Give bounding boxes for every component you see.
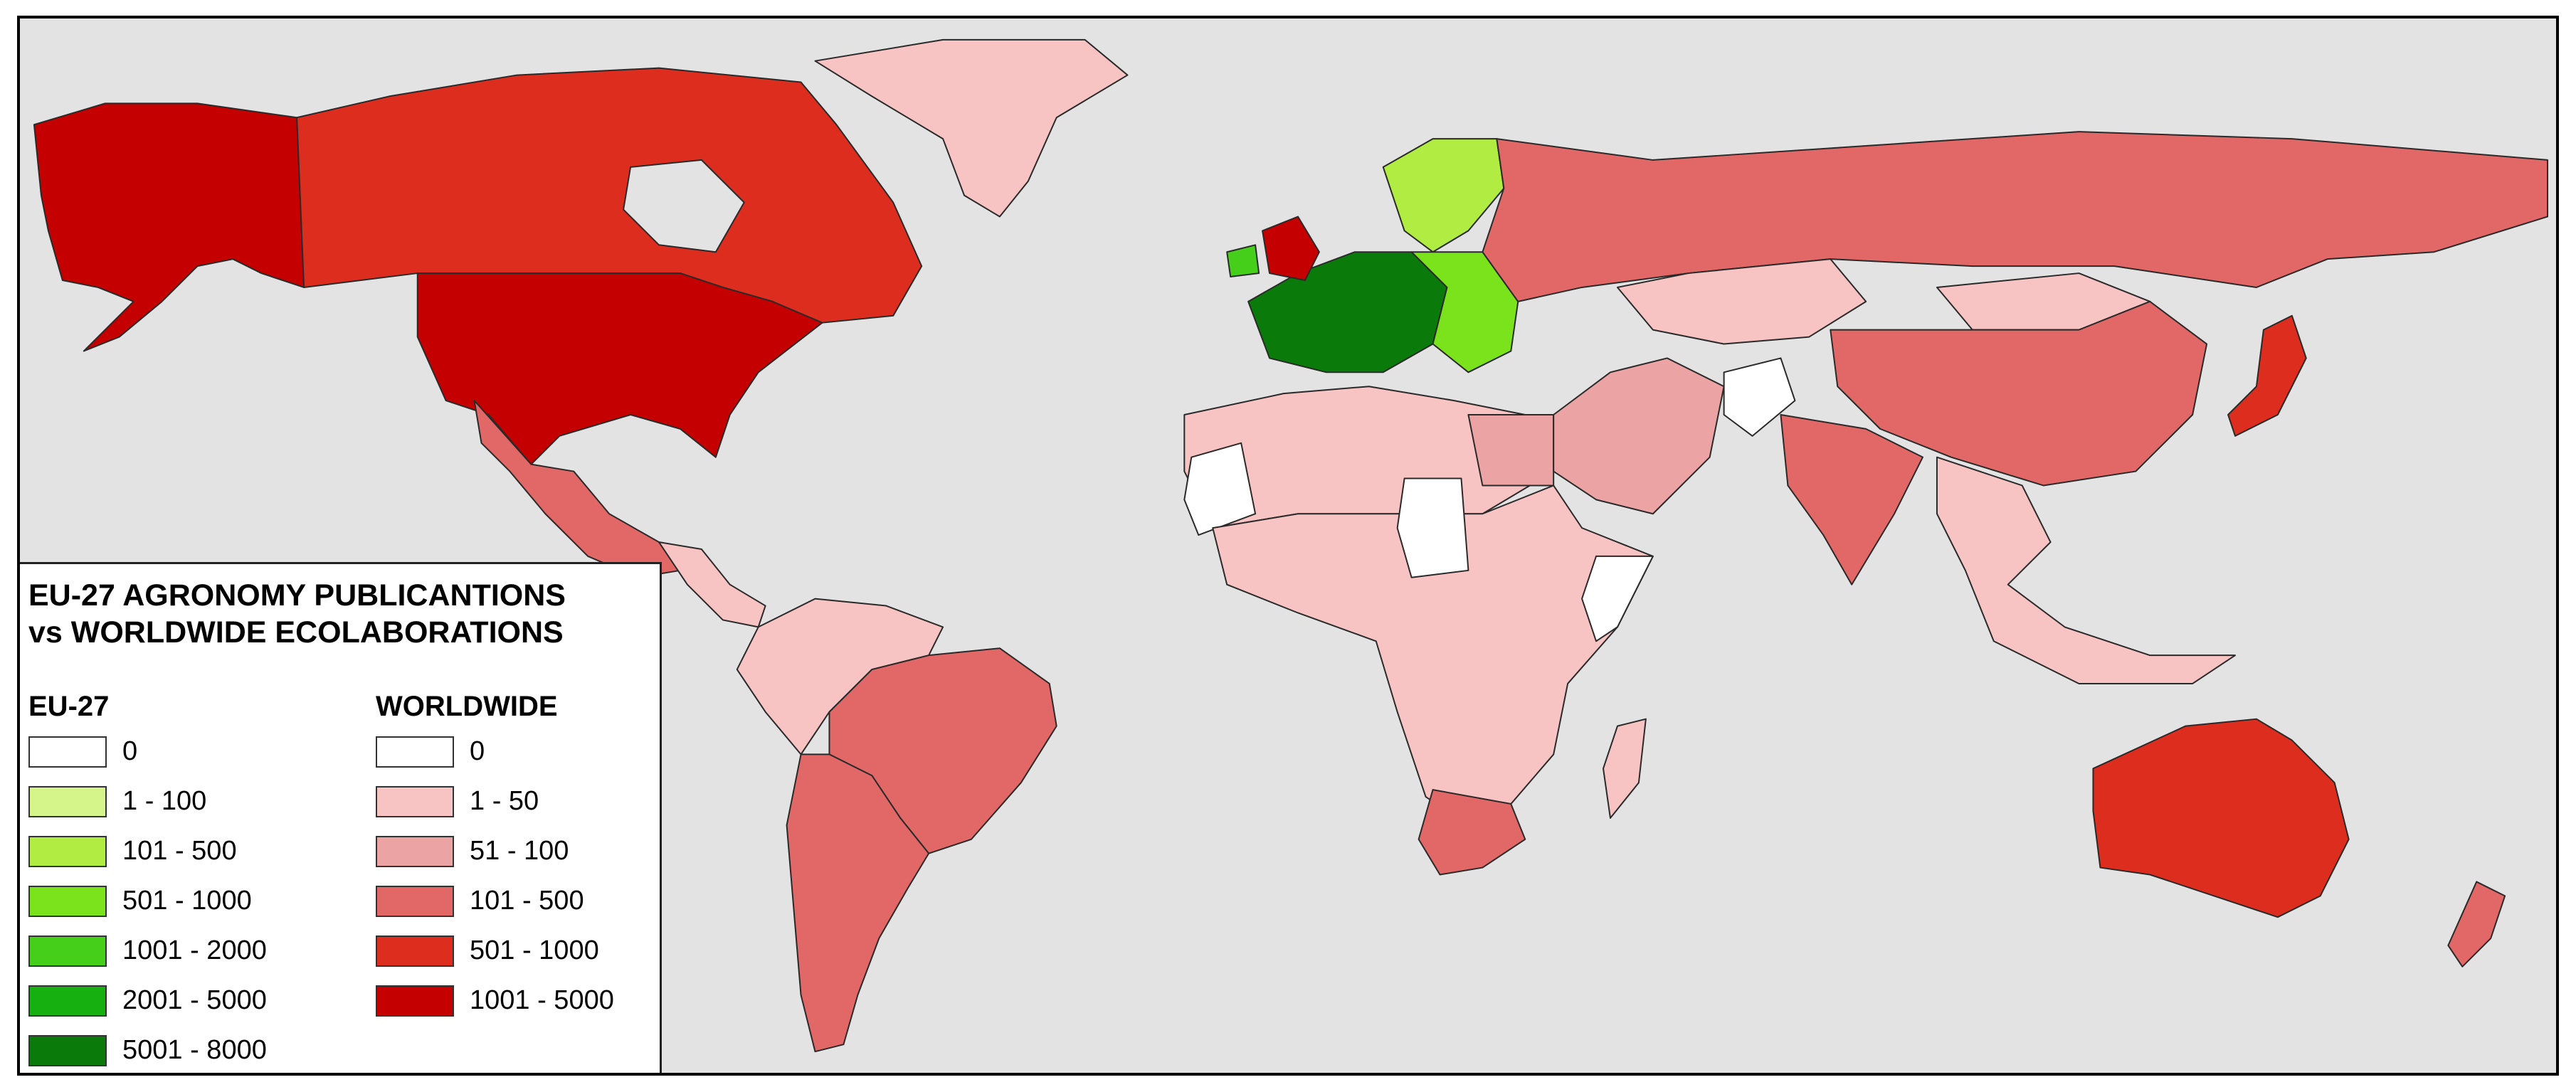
region-afghanistan-white	[1723, 357, 1796, 437]
region-central-africa	[1212, 484, 1654, 826]
legend-worldwide-class: 1001 - 5000	[376, 975, 614, 1025]
legend-title-line1: EU-27 AGRONOMY PUBLICANTIONS	[28, 578, 566, 613]
legend-worldwide-swatch	[376, 836, 454, 867]
legend-eu27-label: 101 - 500	[122, 836, 237, 866]
legend-worldwide-label: 101 - 500	[470, 886, 584, 916]
legend-worldwide: WORLDWIDE 0 1 - 50 51 - 100 101 - 500 501 - …	[376, 687, 614, 1025]
legend-worldwide-swatch	[376, 786, 454, 817]
region-horn-white	[1581, 555, 1654, 642]
legend-eu27-label: 1 - 100	[122, 786, 207, 816]
region-egypt	[1467, 413, 1555, 487]
region-central-america	[658, 541, 766, 628]
region-scandinavia	[1382, 138, 1505, 253]
region-southern-cone	[786, 753, 930, 1053]
region-japan	[2227, 314, 2307, 437]
legend-title: EU-27 AGRONOMY PUBLICANTIONS vs WORLDWID…	[28, 577, 566, 651]
legend-worldwide-heading: WORLDWIDE	[376, 691, 558, 722]
legend-title-line2: vs WORLDWIDE ECOLABORATIONS	[28, 615, 564, 650]
legend-eu27-swatch	[28, 836, 107, 867]
legend-eu27-class: 5001 - 8000	[28, 1025, 267, 1073]
region-ireland	[1226, 244, 1260, 278]
legend-worldwide-label: 501 - 1000	[470, 935, 599, 965]
legend-worldwide-swatch	[376, 985, 454, 1017]
region-india	[1780, 413, 1923, 585]
region-south-africa	[1418, 789, 1526, 876]
world-map-svg	[33, 38, 2549, 1053]
legend-eu27-swatch	[28, 736, 107, 768]
region-hudson-bay	[623, 159, 745, 253]
region-west-africa-white	[1183, 442, 1257, 536]
legend-worldwide-label: 51 - 100	[470, 836, 569, 866]
legend-worldwide-label: 0	[470, 736, 485, 766]
legend-worldwide-swatch	[376, 935, 454, 967]
region-greenland	[814, 38, 1129, 218]
legend-eu27-swatch	[28, 886, 107, 917]
legend-eu27-swatch	[28, 935, 107, 967]
region-new-zealand	[2447, 881, 2506, 968]
legend-eu27-label: 1001 - 2000	[122, 935, 267, 965]
legend-worldwide-class: 0	[376, 726, 558, 776]
legend-eu27-class: 101 - 500	[28, 826, 237, 876]
legend-eu27-heading: EU-27	[28, 691, 110, 722]
legend-eu27-class: 2001 - 5000	[28, 975, 267, 1025]
region-chad-white	[1396, 477, 1469, 578]
legend-worldwide-label: 1001 - 5000	[470, 985, 614, 1015]
legend-worldwide-class: 501 - 1000	[376, 926, 599, 975]
legend-eu27: EU-27 0 1 - 100 101 - 500 501 - 1000 1001 - …	[28, 687, 267, 1073]
legend-eu27-class: 1 - 100	[28, 776, 206, 826]
region-southeast-asia	[1936, 456, 2237, 684]
legend-worldwide-class: 101 - 500	[376, 876, 584, 926]
legend-worldwide-label: 1 - 50	[470, 786, 539, 816]
map-legend: EU-27 AGRONOMY PUBLICANTIONS vs WORLDWID…	[20, 562, 662, 1073]
legend-eu27-swatch	[28, 985, 107, 1017]
region-china	[1830, 300, 2208, 487]
legend-eu27-rows: 0 1 - 100 101 - 500 501 - 1000 1001 - 2000 20…	[28, 726, 267, 1073]
legend-eu27-label: 501 - 1000	[122, 886, 252, 916]
legend-eu27-label: 0	[122, 736, 138, 766]
region-usa	[416, 272, 823, 465]
world-map: EU-27 AGRONOMY PUBLICANTIONS vs WORLDWID…	[17, 16, 2559, 1076]
region-australia	[2092, 718, 2350, 918]
legend-eu27-swatch	[28, 786, 107, 817]
legend-worldwide-swatch	[376, 886, 454, 917]
region-russia	[1482, 131, 2549, 302]
legend-eu27-class: 501 - 1000	[28, 876, 252, 926]
legend-eu27-label: 5001 - 8000	[122, 1035, 267, 1065]
legend-worldwide-class: 1 - 50	[376, 776, 558, 826]
region-alaska	[33, 102, 305, 352]
legend-eu27-label: 2001 - 5000	[122, 985, 267, 1015]
legend-worldwide-rows: 0 1 - 50 51 - 100 101 - 500 501 - 1000 1001 -…	[376, 726, 614, 1025]
legend-worldwide-swatch	[376, 736, 454, 768]
region-kazakhstan	[1616, 258, 1867, 345]
legend-worldwide-class: 51 - 100	[376, 826, 569, 876]
legend-eu27-swatch	[28, 1035, 107, 1066]
region-uk	[1262, 216, 1320, 282]
region-middle-east	[1553, 357, 1725, 515]
region-madagascar	[1603, 718, 1647, 819]
legend-eu27-class: 1001 - 2000	[28, 926, 267, 975]
legend-eu27-class: 0	[28, 726, 137, 776]
